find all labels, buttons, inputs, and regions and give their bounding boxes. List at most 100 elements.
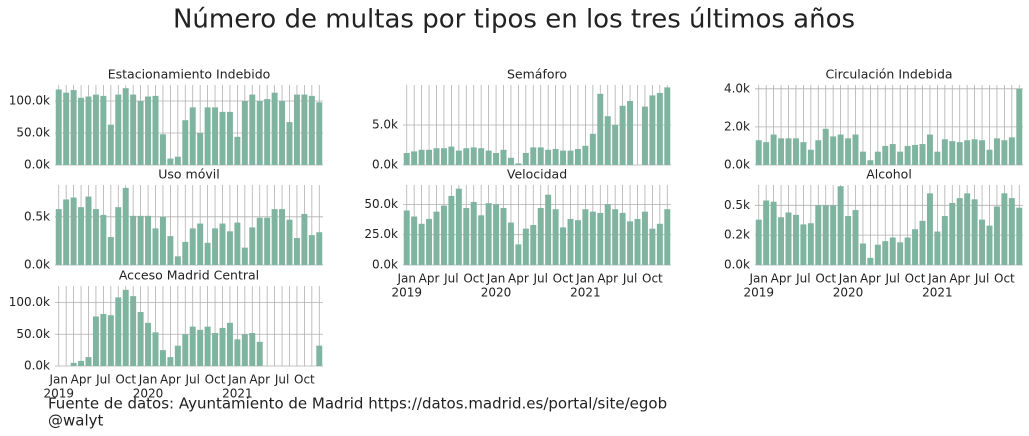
y-tick-label: 0.5k xyxy=(24,209,50,223)
bar xyxy=(234,136,241,165)
bar xyxy=(70,197,77,265)
bar xyxy=(226,111,233,165)
bar xyxy=(926,193,933,265)
bar xyxy=(226,322,233,366)
x-tick-label: Jan xyxy=(838,272,858,286)
bar xyxy=(212,107,219,165)
bar xyxy=(949,202,956,265)
bar xyxy=(293,94,300,165)
bar xyxy=(271,209,278,265)
bar xyxy=(455,188,462,265)
bar xyxy=(55,209,62,265)
bar xyxy=(256,101,263,165)
bar xyxy=(256,341,263,366)
y-tick-label: 0.5k xyxy=(724,198,750,212)
source-note: Fuente de datos: Ayuntamiento de Madrid … xyxy=(48,395,667,413)
bar xyxy=(904,145,911,165)
x-tick-label: Apr xyxy=(597,272,618,286)
y-tick-label: 0.0k xyxy=(372,158,398,172)
bar xyxy=(926,134,933,165)
bar xyxy=(956,142,963,165)
x-tick-label: Oct xyxy=(205,373,226,387)
bar xyxy=(234,222,241,265)
bar xyxy=(641,106,648,165)
bar xyxy=(619,105,626,165)
bar xyxy=(271,92,278,165)
bar xyxy=(889,237,896,265)
x-tick-label: Apr xyxy=(419,272,440,286)
bar xyxy=(979,219,986,265)
x-tick-sublabel: 2021 xyxy=(922,286,953,300)
bar xyxy=(515,244,522,265)
bar xyxy=(560,227,567,265)
bar xyxy=(249,94,256,165)
bar xyxy=(115,297,122,366)
bar xyxy=(115,207,122,265)
bar xyxy=(507,222,514,265)
y-tick-label: 50.0k xyxy=(364,197,398,211)
bar xyxy=(316,102,323,165)
x-tick-label: Apr xyxy=(508,272,529,286)
y-tick-label: 0.2k xyxy=(724,228,750,242)
bar xyxy=(189,107,196,165)
bar xyxy=(664,209,671,265)
bar xyxy=(426,218,433,265)
bar xyxy=(264,99,271,165)
panel-title: Semáforo xyxy=(507,67,567,82)
bar xyxy=(241,101,248,165)
bar xyxy=(770,201,777,265)
bar xyxy=(852,210,859,265)
x-tick-label: Jul xyxy=(184,373,199,387)
bar xyxy=(971,139,978,165)
bar xyxy=(522,228,529,265)
bar xyxy=(204,242,211,265)
bar xyxy=(107,315,114,366)
x-tick-label: Jul xyxy=(95,373,110,387)
bar xyxy=(889,144,896,165)
bar xyxy=(971,199,978,265)
y-tick-label: 0.0k xyxy=(24,258,50,272)
bar xyxy=(204,107,211,165)
bar xyxy=(867,160,874,165)
bar xyxy=(197,223,204,265)
bar xyxy=(219,327,226,366)
bar xyxy=(589,133,596,165)
bar xyxy=(249,227,256,265)
bar xyxy=(912,229,919,265)
bar xyxy=(493,204,500,265)
bar xyxy=(830,136,837,165)
bar xyxy=(537,147,544,165)
x-tick-label: Jul xyxy=(795,272,810,286)
x-tick-label: Oct xyxy=(815,272,836,286)
bar xyxy=(463,208,470,265)
bar xyxy=(115,94,122,165)
bar xyxy=(545,194,552,265)
bar xyxy=(189,326,196,366)
bar xyxy=(956,198,963,265)
bar xyxy=(403,153,410,165)
bar xyxy=(159,134,166,165)
bar xyxy=(627,221,634,265)
bar xyxy=(411,216,418,265)
bar xyxy=(301,213,308,265)
x-tick-sublabel: 2019 xyxy=(743,286,774,300)
bar xyxy=(604,116,611,165)
bar xyxy=(100,313,107,366)
bar xyxy=(641,211,648,265)
credit-note: @walyt xyxy=(48,412,104,430)
y-tick-label: 100.0k xyxy=(9,295,50,309)
y-tick-label: 0.0k xyxy=(372,258,398,272)
x-tick-label: Jan xyxy=(486,272,506,286)
bar xyxy=(279,209,286,265)
bar xyxy=(152,95,159,165)
x-tick-label: Oct xyxy=(463,272,484,286)
bar xyxy=(778,138,785,165)
bar xyxy=(167,357,174,366)
bar xyxy=(286,122,293,165)
bar xyxy=(145,96,152,165)
x-tick-label: Jul xyxy=(622,272,637,286)
bar xyxy=(537,208,544,265)
bar xyxy=(301,94,308,165)
y-tick-label: 4.0k xyxy=(724,81,750,95)
bar xyxy=(463,148,470,165)
